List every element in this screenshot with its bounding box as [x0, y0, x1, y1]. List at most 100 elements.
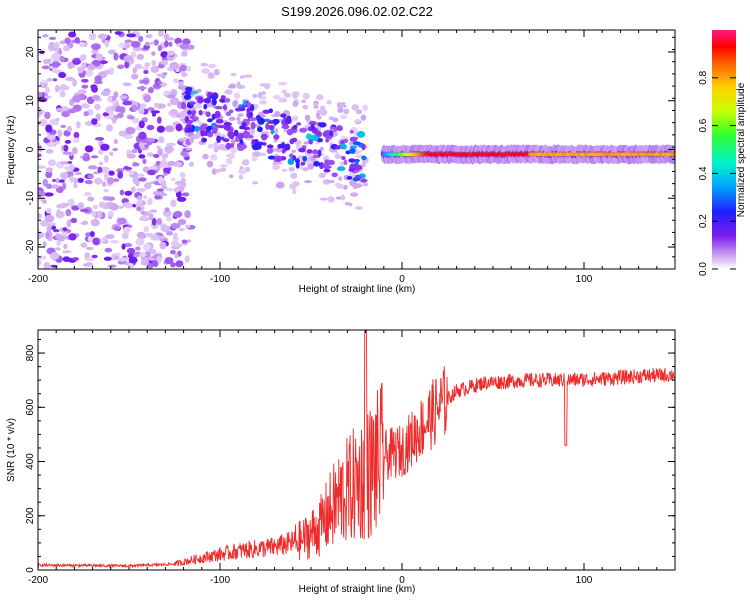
noise-blob — [157, 176, 164, 185]
spectrogram-x-tick-label: 100 — [576, 274, 593, 285]
band-halo-blob — [248, 128, 256, 133]
band-halo-blob — [281, 89, 287, 95]
noise-blob — [114, 31, 123, 35]
snr-x-label: Height of straight line (km) — [299, 584, 416, 595]
noise-blob — [150, 110, 161, 114]
noise-blob — [137, 198, 143, 205]
noise-blob — [124, 190, 133, 196]
band-blob — [254, 143, 262, 150]
band-halo-blob — [319, 146, 324, 152]
snr-y-tick-label: 400 — [25, 453, 36, 470]
noise-blob — [146, 107, 155, 111]
noise-blob — [81, 103, 89, 109]
noise-blob — [38, 153, 42, 158]
band-halo-blob — [337, 107, 344, 113]
colorbar-gradient — [712, 30, 736, 269]
noise-blob — [48, 42, 56, 50]
noise-blob — [130, 40, 141, 48]
band-blob — [187, 110, 192, 115]
band-halo-blob — [353, 183, 363, 189]
band-halo-blob — [220, 167, 227, 172]
colorbar-tick-label: 0.2 — [698, 214, 709, 228]
band-halo-blob — [339, 114, 348, 120]
noise-blob — [140, 259, 150, 266]
noise-blob — [180, 51, 188, 57]
band-halo-blob — [337, 176, 343, 181]
noise-blob — [170, 262, 176, 268]
band-halo-blob — [304, 180, 313, 184]
noise-blob — [151, 51, 156, 56]
noise-blob — [162, 167, 172, 172]
band-blob — [308, 121, 317, 126]
band-blob — [236, 142, 242, 148]
noise-blob — [67, 62, 74, 70]
band-halo-blob — [230, 146, 237, 154]
noise-blob — [53, 48, 61, 52]
noise-blob — [165, 216, 173, 222]
noise-blob — [72, 257, 79, 261]
band-blob — [228, 131, 235, 139]
band-blob — [286, 129, 294, 136]
band-halo-blob — [272, 164, 280, 171]
band-blob — [181, 101, 187, 110]
noise-blob — [62, 151, 72, 155]
noise-blob — [174, 253, 179, 259]
noise-blob — [91, 43, 101, 51]
noise-blob — [174, 37, 182, 45]
band-blob — [194, 125, 200, 132]
band-halo-blob — [207, 63, 217, 69]
band-blob — [281, 124, 290, 130]
noise-blob — [55, 233, 62, 240]
noise-blob — [38, 145, 43, 153]
noise-blob — [38, 190, 46, 197]
noise-blob — [91, 118, 98, 125]
noise-blob — [144, 251, 151, 258]
noise-blob — [117, 171, 124, 179]
band-halo-blob — [261, 91, 266, 96]
noise-blob — [131, 73, 139, 80]
noise-blob — [65, 76, 75, 82]
noise-blob — [147, 86, 154, 94]
band-halo-blob — [227, 152, 235, 159]
band-blob — [352, 136, 359, 141]
noise-blob — [171, 240, 179, 247]
band-blob — [239, 125, 244, 130]
band-blob — [211, 113, 216, 120]
band-halo-blob — [332, 117, 339, 122]
band-halo-blob — [252, 181, 259, 185]
band-blob — [267, 155, 277, 160]
spectrogram-x-label: Height of straight line (km) — [299, 284, 416, 295]
noise-blob — [109, 202, 119, 211]
noise-blob — [128, 256, 138, 264]
band-blob — [361, 155, 367, 161]
noise-blob — [153, 39, 159, 46]
noise-blob — [170, 177, 176, 182]
noise-blob — [85, 121, 93, 127]
noise-blob — [139, 251, 147, 258]
band-halo-blob — [319, 108, 324, 116]
noise-blob — [52, 52, 61, 60]
band-halo-blob — [200, 62, 209, 67]
noise-blob — [105, 124, 113, 132]
noise-blob — [184, 156, 190, 161]
noise-blob — [135, 246, 141, 251]
band-blob — [352, 177, 361, 182]
band-blob — [346, 175, 353, 180]
noise-blob — [94, 75, 103, 83]
noise-blob — [42, 34, 49, 38]
noise-blob — [170, 97, 180, 106]
noise-blob — [161, 74, 166, 79]
band-blob — [250, 121, 256, 130]
noise-blob — [102, 112, 109, 117]
noise-blob — [84, 257, 94, 262]
noise-blob — [138, 120, 145, 129]
colorbar: 0.0 0.2 0.4 0.6 0.8 Normalized spectral ampl… — [698, 30, 747, 276]
band-blob — [220, 136, 225, 141]
noise-blob — [107, 177, 115, 185]
band-halo-blob — [350, 192, 359, 197]
band-blob — [257, 117, 265, 125]
band-halo-blob — [319, 197, 328, 201]
noise-blob — [136, 53, 145, 61]
